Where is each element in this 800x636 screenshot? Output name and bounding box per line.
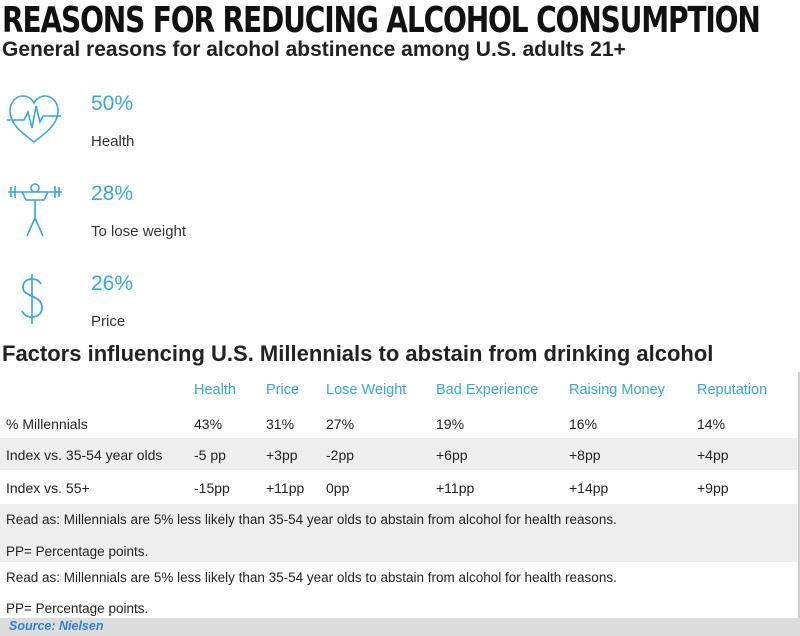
table-row: Index vs. 35-54 year olds -5 pp +3pp -2p… — [0, 438, 798, 470]
reason-label: Health — [91, 133, 135, 150]
source-bar: Source: Nielsen — [0, 618, 800, 636]
row-label: Index vs. 35-54 year olds — [6, 447, 163, 463]
table-cell: +4pp — [697, 447, 729, 463]
table-cell: +6pp — [436, 447, 468, 463]
column-header: Lose Weight — [326, 382, 407, 398]
table-cell: +9pp — [697, 480, 729, 496]
table-cell: 31% — [266, 416, 295, 432]
column-header: Health — [194, 382, 236, 398]
reason-value: 28% — [91, 182, 134, 205]
reason-weight: 28% To lose weight — [0, 182, 400, 262]
table-cell: 16% — [569, 416, 598, 432]
table-title: Factors influencing U.S. Millennials to … — [2, 341, 714, 366]
page-subtitle: General reasons for alcohol abstinence a… — [2, 38, 626, 61]
table-cell: 14% — [697, 416, 726, 432]
reason-value: 50% — [91, 92, 134, 115]
table-cell: +11pp — [436, 480, 475, 496]
table-cell: +3pp — [266, 447, 298, 463]
table-notes: Read as: Millennials are 5% less likely … — [0, 562, 798, 618]
column-header: Raising Money — [569, 382, 665, 398]
note-pp: PP= Percentage points. — [6, 601, 149, 616]
table-cell: +8pp — [569, 447, 601, 463]
heart-pulse-icon — [4, 92, 64, 152]
table-cell: -15pp — [194, 480, 230, 496]
column-header: Price — [266, 382, 300, 398]
table-row: Index vs. 55+ -15pp +11pp 0pp +11pp +14p… — [0, 470, 798, 504]
table-cell: 43% — [194, 416, 223, 432]
table-notes: Read as: Millennials are 5% less likely … — [0, 504, 798, 562]
note-pp: PP= Percentage points. — [6, 544, 149, 559]
table-cell: -2pp — [326, 447, 355, 463]
reason-value: 26% — [91, 272, 134, 295]
row-label: % Millennials — [6, 416, 88, 432]
reason-health: 50% Health — [0, 92, 400, 172]
column-header: Reputation — [697, 382, 768, 398]
table-header-row: Health Price Lose Weight Bad Experience … — [0, 372, 798, 406]
column-header: Bad Experience — [436, 382, 539, 398]
row-label: Index vs. 55+ — [6, 480, 90, 496]
table-cell: 19% — [436, 416, 465, 432]
weightlifter-icon — [4, 182, 64, 242]
table-cell: -5 pp — [194, 447, 226, 463]
reason-label: To lose weight — [91, 223, 187, 240]
note-read-as: Read as: Millennials are 5% less likely … — [6, 512, 617, 527]
table-row: % Millennials 43% 31% 27% 19% 16% 14% — [0, 406, 798, 438]
reason-price: 26% Price — [0, 272, 400, 352]
factors-table: Health Price Lose Weight Bad Experience … — [0, 372, 800, 618]
reason-label: Price — [91, 313, 126, 330]
table-cell: +11pp — [266, 480, 305, 496]
dollar-sign-icon — [4, 272, 64, 332]
table-cell: 27% — [326, 416, 355, 432]
note-read-as: Read as: Millennials are 5% less likely … — [6, 570, 617, 585]
source-label: Source: Nielsen — [9, 619, 104, 633]
table-cell: +14pp — [569, 480, 609, 496]
table-cell: 0pp — [326, 480, 350, 496]
page-title: REASONS FOR REDUCING ALCOHOL CONSUMPTION — [2, 0, 761, 41]
